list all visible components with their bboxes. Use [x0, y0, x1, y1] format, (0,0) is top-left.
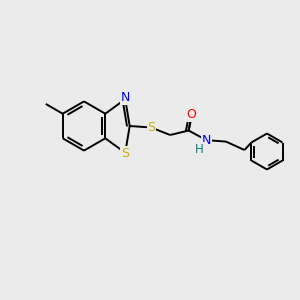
- Text: N: N: [121, 91, 130, 104]
- Text: O: O: [186, 108, 196, 122]
- Text: S: S: [147, 121, 155, 134]
- Text: H: H: [195, 143, 204, 156]
- Text: N: N: [202, 134, 211, 147]
- Text: S: S: [121, 147, 129, 160]
